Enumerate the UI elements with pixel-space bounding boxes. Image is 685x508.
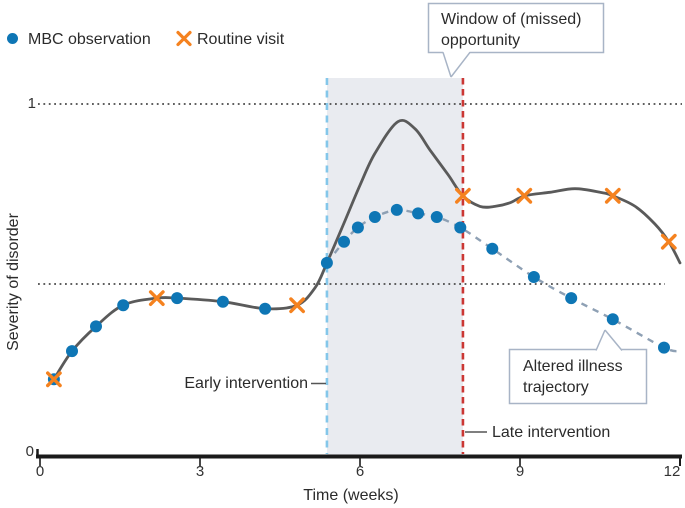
mbc-observation-point — [527, 271, 540, 283]
routine-visit-marker — [46, 371, 62, 388]
x-tick-label: 0 — [35, 463, 45, 480]
legend-routine-label: Routine visit — [197, 31, 285, 48]
mbc-observation-point — [66, 345, 78, 358]
mbc-observation-point — [606, 313, 619, 326]
routine-visit-marker — [516, 187, 533, 204]
mbc-observation-point — [454, 221, 467, 234]
mbc-observation-point — [430, 211, 443, 223]
mbc-observation-point — [351, 221, 364, 234]
x-axis-title: Time (weeks) — [303, 487, 399, 504]
altered-callout-tail — [596, 330, 622, 352]
y-tick-label-1: 1 — [27, 95, 36, 112]
y-axis-title: Severity of disorder — [5, 213, 22, 351]
x-tick-label: 3 — [195, 463, 205, 480]
legend-routine-marker — [176, 30, 192, 47]
routine-visit-marker — [289, 297, 306, 314]
routine-visit-marker — [148, 290, 165, 307]
altered-callout-label: Altered illness trajectory — [523, 358, 623, 396]
x-tick-label: 6 — [355, 463, 365, 480]
mbc-observation-point — [320, 256, 333, 269]
mbc-observation-point — [90, 320, 102, 333]
mbc-observation-point — [259, 302, 272, 315]
y-tick-label-0: 0 — [25, 443, 34, 460]
x-tick-label: 9 — [515, 463, 525, 480]
altered-callout-tail-border — [595, 329, 623, 351]
mbc-observation-point — [117, 299, 130, 312]
mbc-observation-point — [368, 211, 381, 223]
legend-mbc-marker — [7, 33, 18, 44]
mbc-observation-point — [486, 242, 499, 255]
mbc-observation-point — [412, 207, 425, 220]
mbc-observation-point — [171, 292, 184, 305]
mbc-observation-point — [390, 203, 403, 216]
early-intervention-label: Early intervention — [184, 375, 308, 392]
window-callout-tail-border — [442, 51, 471, 78]
routine-visit-marker — [660, 233, 677, 250]
window-region — [326, 78, 463, 455]
altered-callout-box — [508, 348, 648, 405]
x-tick-label: 12 — [663, 463, 681, 480]
routine-visit-marker — [604, 187, 621, 204]
mbc-observation-point — [565, 292, 578, 305]
mbc-observation-point — [658, 341, 670, 354]
mbc-observation-point — [216, 295, 229, 308]
window-callout-box — [427, 2, 605, 54]
late-intervention-label: Late intervention — [492, 424, 611, 441]
legend-mbc-label: MBC observation — [28, 31, 151, 48]
mbc-observation-point — [338, 235, 350, 248]
routine-visit-marker — [454, 187, 471, 204]
window-callout-tail — [443, 51, 470, 77]
window-callout-label: Window of (missed) opportunity — [441, 11, 582, 49]
